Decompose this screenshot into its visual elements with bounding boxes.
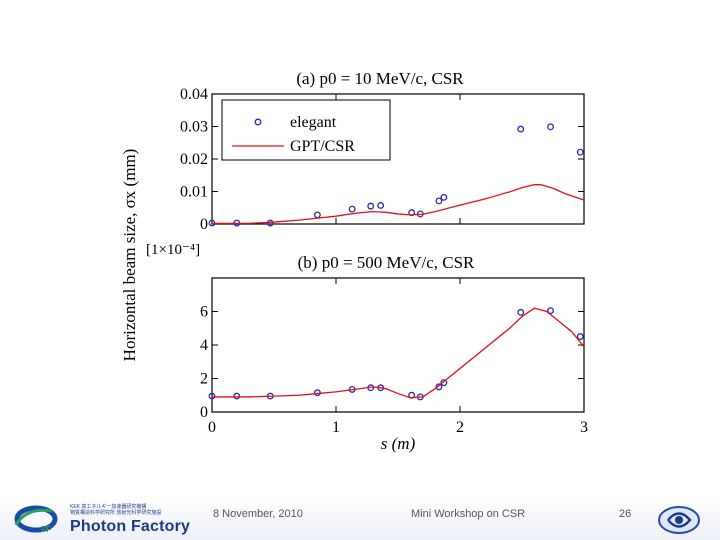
- data-point-elegant: [233, 392, 241, 400]
- panel-a-plot-area: [208, 94, 585, 227]
- data-point-elegant: [266, 219, 274, 227]
- y-tick-label: 0.03: [180, 119, 208, 136]
- y-tick-label: 2: [200, 371, 208, 388]
- legend-label-elegant: elegant: [290, 114, 337, 131]
- legend-box: [221, 99, 391, 161]
- photon-factory-logo-icon: PF: [14, 505, 58, 534]
- panel-a-legend: elegant GPT/CSR: [221, 99, 391, 161]
- y-axis-label: Horizontal beam size, σx (mm): [120, 149, 139, 362]
- data-point-elegant: [367, 202, 375, 210]
- panel-b-title: (b) p0 = 500 MeV/c, CSR: [298, 253, 475, 272]
- data-point-elegant: [547, 307, 554, 315]
- legend-marker-elegant: [254, 118, 262, 126]
- data-point-elegant: [440, 379, 448, 387]
- data-point-elegant: [440, 193, 448, 201]
- svg-text:PF: PF: [41, 525, 51, 534]
- data-point-elegant: [313, 389, 321, 397]
- footer-page-number: 26: [619, 508, 632, 520]
- y-tick-label: 0.01: [180, 184, 208, 201]
- data-point-elegant: [208, 392, 216, 400]
- circular-logo-icon: [658, 506, 700, 534]
- series-line-gptcsr: [212, 184, 585, 225]
- y-tick-label: 6: [200, 304, 208, 321]
- data-point-elegant: [435, 197, 443, 205]
- data-point-elegant: [517, 125, 525, 133]
- panel-b-frame: [211, 277, 585, 413]
- y-tick-label: 0.04: [180, 86, 208, 103]
- footer-date: 8 November, 2010: [213, 508, 303, 520]
- data-point-elegant: [435, 383, 443, 391]
- data-point-elegant: [377, 202, 385, 209]
- panel-a: (a) p0 = 10 MeV/c, CSR 0 0.01 0.02 0.03 0.04…: [180, 69, 585, 233]
- series-line-gptcsr: [212, 307, 585, 399]
- data-point-elegant: [348, 205, 356, 213]
- legend-label-gptcsr: GPT/CSR: [290, 138, 355, 155]
- panel-b-x-ticks: 0 1 2 3: [208, 419, 588, 436]
- data-point-elegant: [313, 211, 321, 219]
- data-point-elegant: [547, 123, 554, 131]
- y-tick-label: 0: [200, 216, 208, 233]
- org-names: KEK 高エネルギー加速器研究機構 物質構造科学研究所 放射光科学研究施設: [70, 504, 180, 516]
- panel-b: [1×10⁻⁴] (b) p0 = 500 MeV/c, CSR 0 2 4 6 0 1…: [146, 242, 588, 453]
- brand-name: Photon Factory: [70, 518, 191, 535]
- x-tick-label: 0: [208, 419, 216, 436]
- panel-a-y-ticks: 0 0.01 0.02 0.03 0.04: [180, 86, 584, 233]
- footer-event: Mini Workshop on CSR: [411, 508, 526, 520]
- data-point-elegant: [517, 308, 525, 316]
- data-point-elegant: [576, 148, 584, 156]
- panel-b-x-label: s (m): [381, 434, 416, 453]
- y-tick-label: 0: [200, 404, 208, 421]
- data-point-elegant: [576, 333, 584, 341]
- slide-footer: [0, 497, 720, 540]
- figure: (a) p0 = 10 MeV/c, CSR 0 0.01 0.02 0.03 0.04…: [120, 69, 588, 453]
- panel-b-y-ticks: 0 2 4 6: [200, 304, 584, 421]
- org-line-2: 物質構造科学研究所 放射光科学研究施設: [70, 510, 162, 516]
- y-tick-label: 4: [200, 337, 208, 354]
- x-tick-label: 1: [332, 419, 340, 436]
- y-tick-label: 0.02: [180, 151, 208, 168]
- panel-b-plot-area: [208, 278, 585, 412]
- panel-a-title: (a) p0 = 10 MeV/c, CSR: [296, 69, 464, 88]
- panel-b-unit-label: [1×10⁻⁴]: [146, 242, 200, 258]
- x-tick-label: 2: [456, 419, 464, 436]
- org-line-1: KEK 高エネルギー加速器研究機構: [70, 504, 147, 510]
- x-tick-label: 3: [580, 419, 588, 436]
